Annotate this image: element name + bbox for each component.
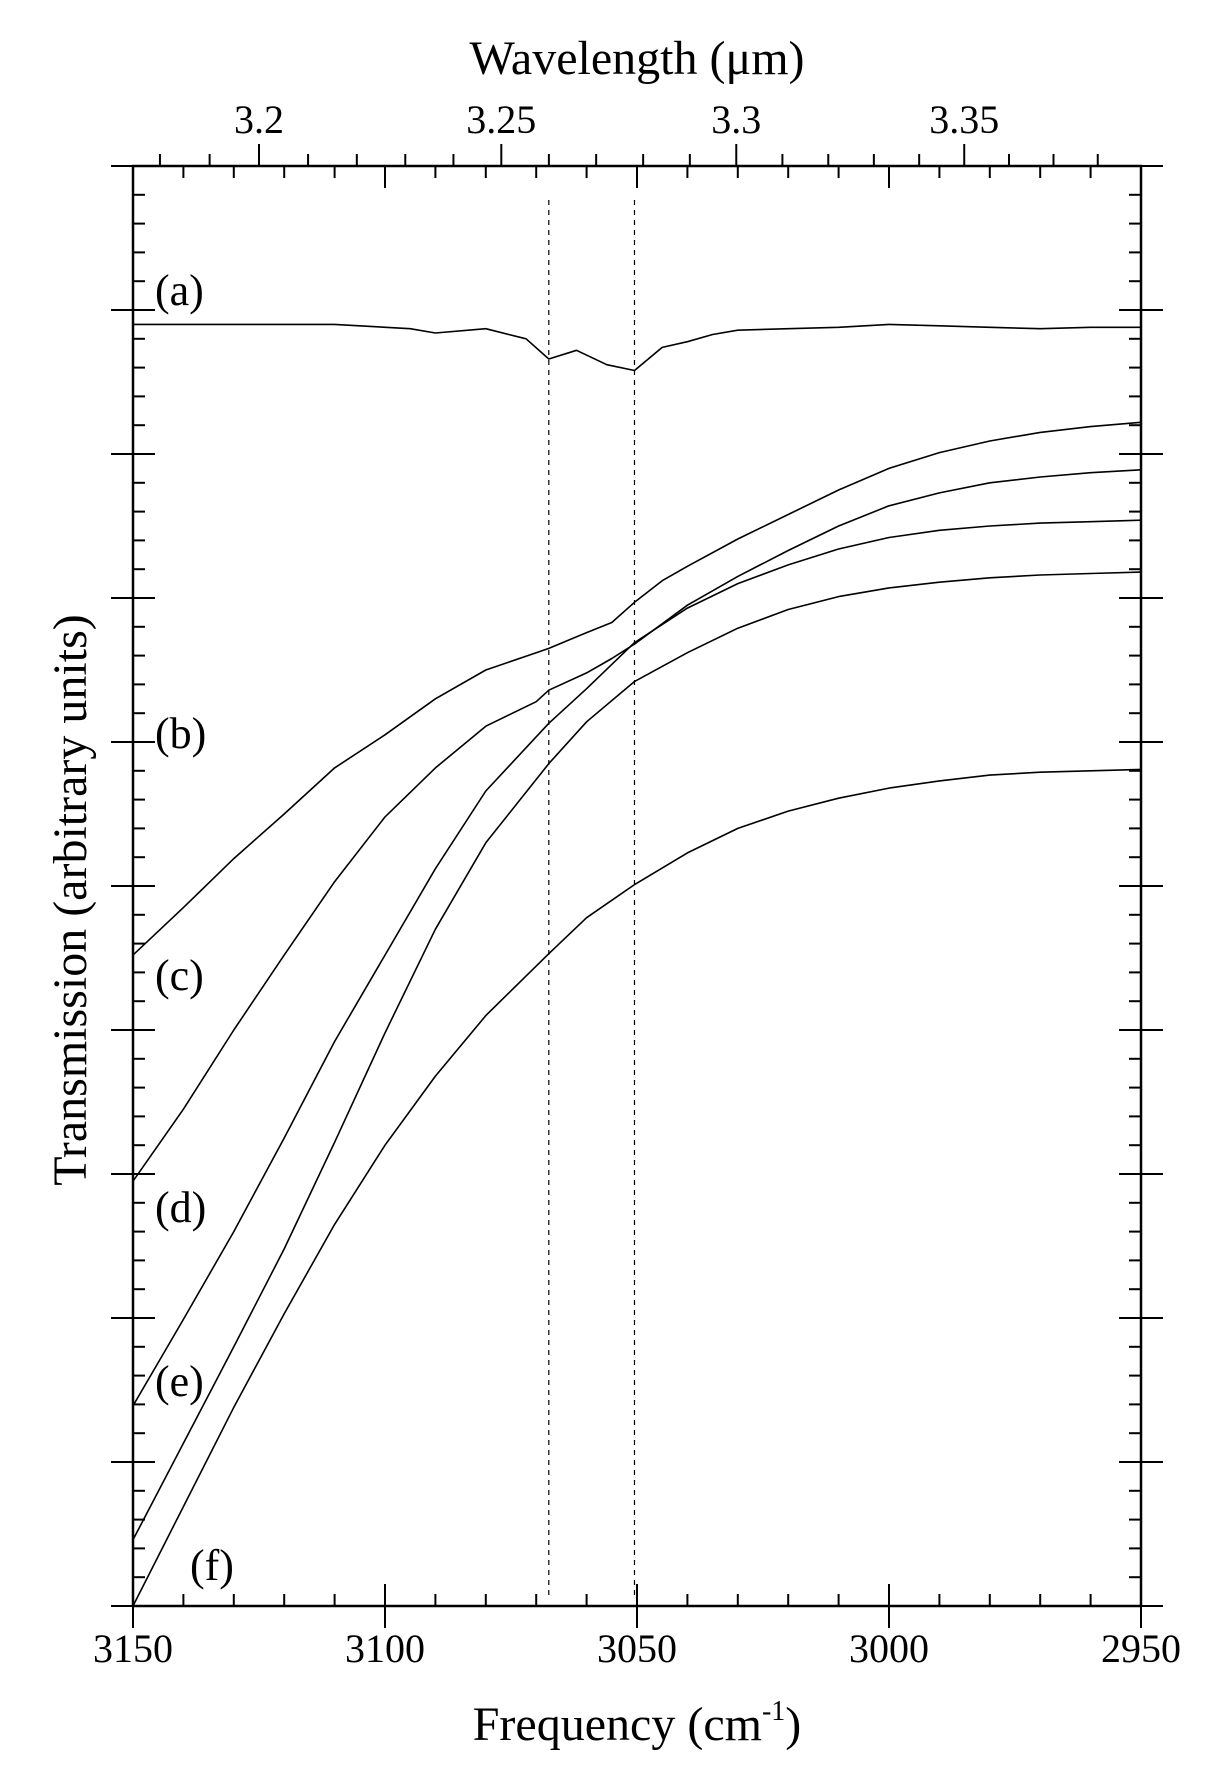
series-line-0 — [133, 323, 1141, 372]
series-labels: (a) (b) (c) (d) (e) (f) — [155, 266, 234, 1590]
series-label-1: (b) — [155, 709, 206, 758]
series-label-4: (e) — [155, 1357, 204, 1406]
x-tick-label-0: 3150 — [93, 1626, 173, 1671]
dashed-reference-lines — [548, 200, 636, 1600]
series-label-2: (c) — [155, 951, 204, 1000]
series-line-2 — [132, 469, 1142, 1182]
axis-ticks — [111, 144, 1163, 1628]
series-label-5: (f) — [190, 1541, 234, 1590]
x-tick-label-2: 3050 — [597, 1626, 677, 1671]
series-label-0: (a) — [155, 266, 204, 315]
series-label-3: (d) — [155, 1183, 206, 1232]
series-line-3 — [132, 519, 1142, 1407]
top-tick-label-0: 3.2 — [234, 97, 284, 142]
plot-frame — [131, 164, 1143, 1608]
series-line-4 — [132, 571, 1142, 1541]
y-axis-title: Transmission (arbitrary units) — [44, 614, 97, 1186]
series-line-1 — [132, 421, 1142, 956]
top-tick-label-2: 3.3 — [711, 97, 761, 142]
x-tick-label-4: 2950 — [1101, 1626, 1181, 1671]
top-axis-title: Wavelength (μm) — [469, 32, 804, 85]
top-tick-label-3: 3.35 — [929, 97, 999, 142]
axis-tick-labels: 3150 3100 3050 3000 2950 3.2 3.25 3.3 3.35 — [93, 97, 1181, 1671]
x-tick-label-3: 3000 — [849, 1626, 929, 1671]
x-tick-label-1: 3100 — [345, 1626, 425, 1671]
series-line-5 — [132, 768, 1142, 1607]
x-axis-title: Frequency (cm-1) — [473, 1696, 802, 1751]
top-tick-label-1: 3.25 — [466, 97, 536, 142]
series-group — [132, 323, 1142, 1607]
